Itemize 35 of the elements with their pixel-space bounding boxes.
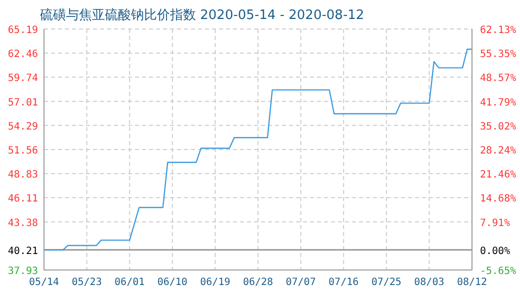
- x-tick-label: 07/16: [328, 277, 359, 288]
- x-tick-label: 05/14: [28, 277, 60, 288]
- chart-title: 硫磺与焦亚硫酸钠比价指数 2020-05-14 - 2020-08-12: [40, 7, 364, 24]
- x-tick-label: 08/03: [414, 277, 444, 288]
- y2-tick-label: 21.46%: [480, 170, 516, 181]
- x-tick-label: 06/01: [114, 277, 145, 288]
- y-tick-label: 54.29: [8, 121, 38, 132]
- y2-tick-label: 62.13%: [480, 25, 516, 36]
- y-tick-label: 65.19: [8, 25, 38, 36]
- y2-tick-label: 0.00%: [480, 246, 510, 257]
- y2-tick-label: 28.24%: [480, 146, 516, 156]
- x-tick-label: 06/10: [157, 277, 188, 288]
- y2-tick-label: 48.57%: [480, 73, 516, 84]
- y-tick-label: 59.74: [8, 73, 38, 84]
- x-tick-label: 06/28: [242, 277, 274, 288]
- y-tick-label: 43.38: [8, 218, 38, 229]
- x-tick-label: 06/19: [200, 277, 230, 288]
- y-tick-label: 62.46: [8, 49, 38, 60]
- y-tick-label: 40.21: [8, 246, 38, 257]
- y-tick-label: 46.11: [8, 194, 38, 205]
- y-tick-label: 51.56: [8, 146, 38, 156]
- y-tick-label: 57.01: [8, 97, 38, 108]
- y2-tick-label: 14.68%: [480, 194, 516, 205]
- y2-tick-label: 41.79%: [480, 97, 516, 108]
- y2-tick-label: 55.35%: [480, 49, 516, 60]
- y2-tick-label: -5.65%: [480, 266, 516, 277]
- line-series: [44, 48, 472, 251]
- x-tick-label: 07/25: [371, 277, 402, 288]
- x-tick-label: 08/12: [456, 277, 488, 288]
- y-tick-label: 37.93: [8, 266, 38, 277]
- y2-tick-label: 7.91%: [480, 218, 510, 229]
- x-tick-label: 05/23: [72, 277, 102, 288]
- y-tick-label: 48.83: [8, 170, 38, 181]
- x-tick-label: 07/07: [286, 277, 316, 288]
- y2-tick-label: 35.02%: [480, 121, 516, 132]
